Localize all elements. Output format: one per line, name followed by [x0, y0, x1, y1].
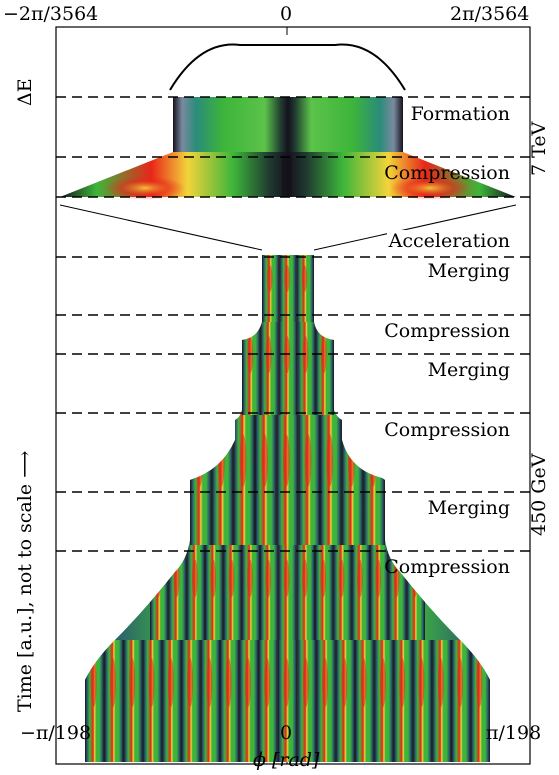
bottom-axis-center-label: 0: [280, 722, 293, 744]
bottom-axis-left-label: −π/198: [20, 722, 92, 744]
bunch-core: [239, 434, 247, 487]
bunch-core: [167, 658, 174, 708]
bunch-core: [187, 658, 194, 708]
energy-label-450gev: 450 GeV: [528, 453, 550, 536]
bunch-core: [206, 658, 213, 708]
bunch-core: [357, 559, 363, 598]
stage-label-compression-2: Compression: [382, 320, 512, 342]
bunch-core: [90, 658, 97, 708]
stage-label-acceleration: Acceleration: [386, 230, 512, 252]
bunch-core: [148, 658, 155, 708]
bunch-core: [320, 559, 326, 598]
bunch-core: [192, 559, 198, 598]
delta-e-label: ΔE: [14, 78, 36, 106]
time-axis-label: Time [a.u.], not to scale ⟶: [14, 450, 36, 712]
bunch-core: [283, 658, 290, 708]
bunch-core: [228, 559, 235, 598]
bunch-core: [129, 658, 136, 708]
bunch-core: [173, 559, 180, 598]
bunch-core: [341, 658, 348, 708]
bunch-core: [326, 434, 333, 487]
bunch-core: [261, 434, 268, 487]
bunch-core: [302, 559, 308, 598]
bunch-core: [304, 434, 312, 487]
stage-label-merging-3: Merging: [425, 497, 512, 519]
x-axis-title: ϕ [rad]: [253, 749, 320, 771]
top-axis-right-label: 2π/3564: [450, 3, 530, 25]
plot-frame: [55, 26, 531, 765]
bunch-core: [375, 559, 381, 598]
stage-label-compression-3: Compression: [382, 419, 512, 441]
stage-label-merging-1: Merging: [425, 260, 512, 282]
bunch-core: [418, 658, 425, 708]
stage-label-compression-4: Compression: [384, 556, 510, 578]
zoom-lines: [59, 204, 517, 251]
bunch-core: [476, 658, 483, 708]
bunch-core: [360, 658, 367, 708]
separatrix-curve: [169, 43, 406, 91]
bunch-core: [247, 559, 253, 598]
bunch-core: [264, 658, 271, 708]
bunch-core: [210, 559, 216, 598]
stage-label-merging-2: Merging: [425, 359, 512, 381]
stage-label-compression-1: Compression: [384, 162, 510, 184]
bucket-7tev: [60, 97, 516, 200]
bunch-core: [225, 658, 232, 708]
bunch-core: [110, 658, 116, 708]
energy-label-7tev: 7 TeV: [528, 121, 550, 176]
bunch-core: [283, 434, 290, 487]
bunch-core: [399, 658, 406, 708]
bunch-core: [267, 265, 273, 292]
bunch-core: [348, 434, 355, 487]
bunch-core: [437, 658, 444, 708]
bunch-core: [218, 434, 225, 487]
bunch-core: [338, 559, 345, 598]
top-axis-center-label: 0: [280, 3, 293, 25]
bunch-core: [457, 658, 463, 708]
bottom-axis-right-label: π/198: [486, 722, 542, 744]
bunch-core: [301, 265, 308, 292]
top-axis-left-label: −2π/3564: [3, 3, 99, 25]
bunch-core: [321, 335, 327, 374]
bunch-core: [245, 658, 251, 708]
bunch-core: [302, 658, 309, 708]
bunch-core: [265, 559, 271, 598]
bunch-core: [284, 265, 290, 292]
stage-label-formation: Formation: [408, 103, 512, 125]
bunch-core: [155, 559, 161, 598]
bunch-core: [196, 434, 203, 487]
bunch-core: [322, 658, 328, 708]
bunch-core: [380, 658, 386, 708]
bunch-core: [369, 434, 377, 487]
bunch-core: [283, 559, 290, 598]
